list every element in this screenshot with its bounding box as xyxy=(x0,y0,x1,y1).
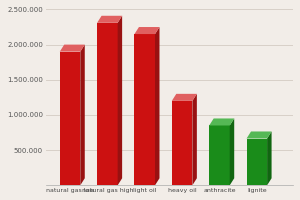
Polygon shape xyxy=(60,45,85,52)
Polygon shape xyxy=(97,16,122,23)
Polygon shape xyxy=(134,27,160,34)
Polygon shape xyxy=(172,94,197,101)
Bar xyxy=(172,101,192,185)
Bar xyxy=(209,125,230,185)
Polygon shape xyxy=(230,118,234,185)
Bar xyxy=(60,52,80,185)
Bar xyxy=(247,139,267,185)
Polygon shape xyxy=(118,16,122,185)
Bar xyxy=(134,34,155,185)
Polygon shape xyxy=(247,131,272,139)
Polygon shape xyxy=(155,27,160,185)
Polygon shape xyxy=(192,94,197,185)
Polygon shape xyxy=(80,45,85,185)
Polygon shape xyxy=(267,131,272,185)
Polygon shape xyxy=(209,118,234,125)
Bar xyxy=(97,23,118,185)
